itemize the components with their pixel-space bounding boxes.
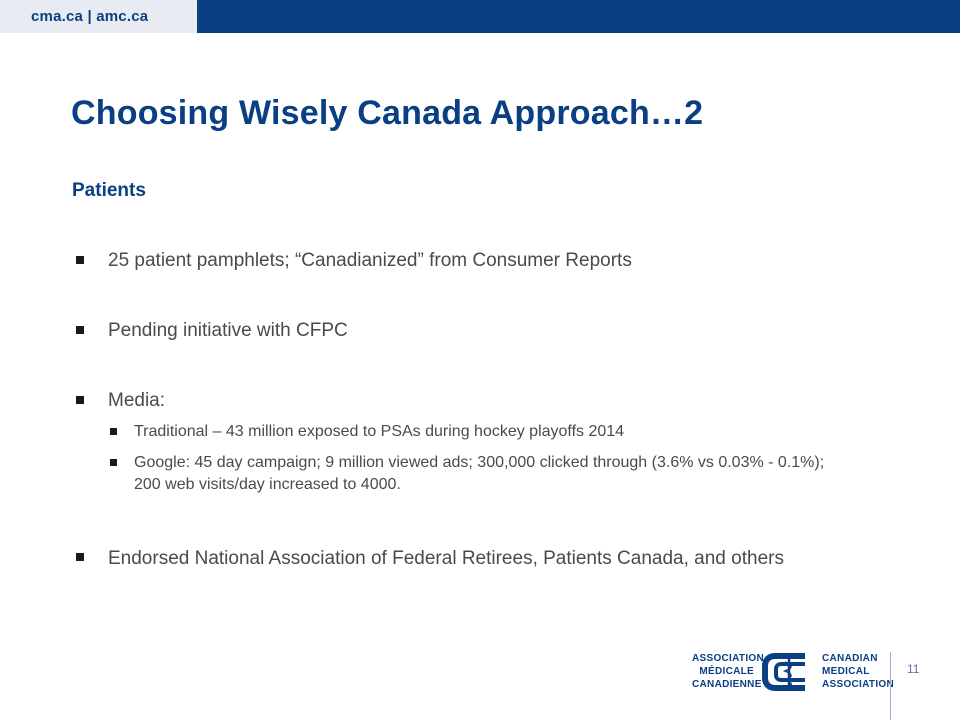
square-bullet-icon: [76, 256, 84, 264]
square-bullet-icon: [110, 459, 117, 466]
caduceus-c-emblem-icon: [762, 653, 805, 691]
top-banner: cma.ca | amc.ca: [0, 0, 960, 33]
bullet-text: 25 patient pamphlets; “Canadianized” fro…: [108, 250, 632, 271]
slide-title: Choosing Wisely Canada Approach…2: [71, 94, 704, 132]
logo-french-name: ASSOCIATION MÉDICALE CANADIENNE: [692, 652, 765, 691]
logo-english-name: CANADIAN MEDICAL ASSOCIATION: [822, 652, 894, 691]
logo-en-line: MEDICAL: [822, 666, 870, 677]
bullet-text: Endorsed National Association of Federal…: [108, 548, 784, 569]
logo-fr-line: MÉDICALE: [699, 666, 754, 677]
sub-bullet-item: Traditional – 43 million exposed to PSAs…: [110, 421, 850, 443]
bullet-item: Media:: [76, 388, 856, 413]
square-bullet-icon: [110, 428, 117, 435]
page-number: 11: [907, 662, 920, 676]
square-bullet-icon: [76, 326, 84, 334]
bullet-item: Endorsed National Association of Federal…: [76, 545, 856, 572]
sub-bullet-text: Google: 45 day campaign; 9 million viewe…: [134, 454, 825, 493]
square-bullet-icon: [76, 396, 84, 404]
site-links[interactable]: cma.ca | amc.ca: [31, 8, 149, 25]
bullet-text: Media:: [108, 390, 166, 411]
sub-bullet-item: Google: 45 day campaign; 9 million viewe…: [110, 452, 850, 496]
square-bullet-icon: [76, 553, 84, 561]
logo-en-line: CANADIAN: [822, 653, 878, 664]
site-links-tab: cma.ca | amc.ca: [0, 0, 197, 33]
logo-fr-line: ASSOCIATION: [692, 653, 765, 664]
logo-fr-line: CANADIENNE: [692, 679, 762, 690]
bullet-item: Pending initiative with CFPC: [76, 318, 856, 343]
bullet-text: Pending initiative with CFPC: [108, 320, 348, 341]
logo-en-line: ASSOCIATION: [822, 679, 895, 690]
section-heading: Patients: [72, 180, 146, 201]
bullet-item: 25 patient pamphlets; “Canadianized” fro…: [76, 248, 856, 273]
footer-divider: [890, 652, 891, 720]
sub-bullet-text: Traditional – 43 million exposed to PSAs…: [134, 423, 625, 440]
cma-logo: ASSOCIATION MÉDICALE CANADIENNE CANADIAN…: [692, 650, 894, 694]
